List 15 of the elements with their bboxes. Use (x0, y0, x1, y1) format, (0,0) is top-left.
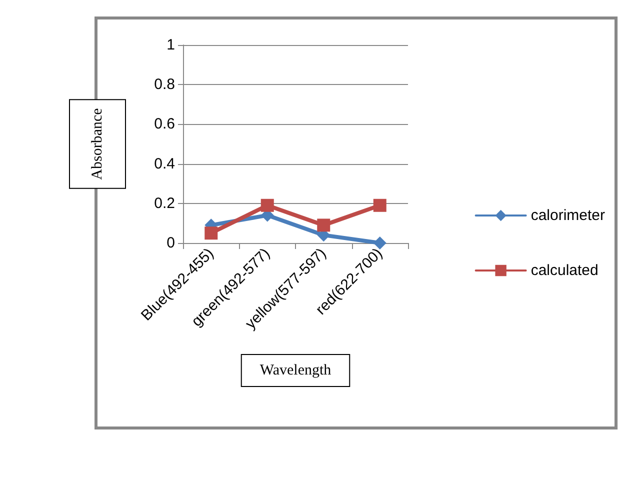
point (204, 226, 218, 240)
y-tick-label: 0 (166, 234, 175, 252)
legend-label: calorimeter (530, 207, 606, 224)
legend-label: calculated (530, 262, 598, 279)
y-tick-label: 1 (166, 36, 175, 54)
x-axis-title: Wavelength (260, 362, 332, 378)
point (373, 236, 386, 250)
point (260, 198, 274, 212)
y-tick-label: 0.6 (154, 116, 175, 133)
y-tick-label: 0.4 (154, 155, 175, 172)
point (373, 198, 386, 212)
point (317, 218, 330, 232)
y-tick-label: 0.2 (154, 194, 175, 212)
y-axis-title: Absorbance (90, 108, 106, 180)
y-tick-label: 0.8 (154, 76, 175, 94)
